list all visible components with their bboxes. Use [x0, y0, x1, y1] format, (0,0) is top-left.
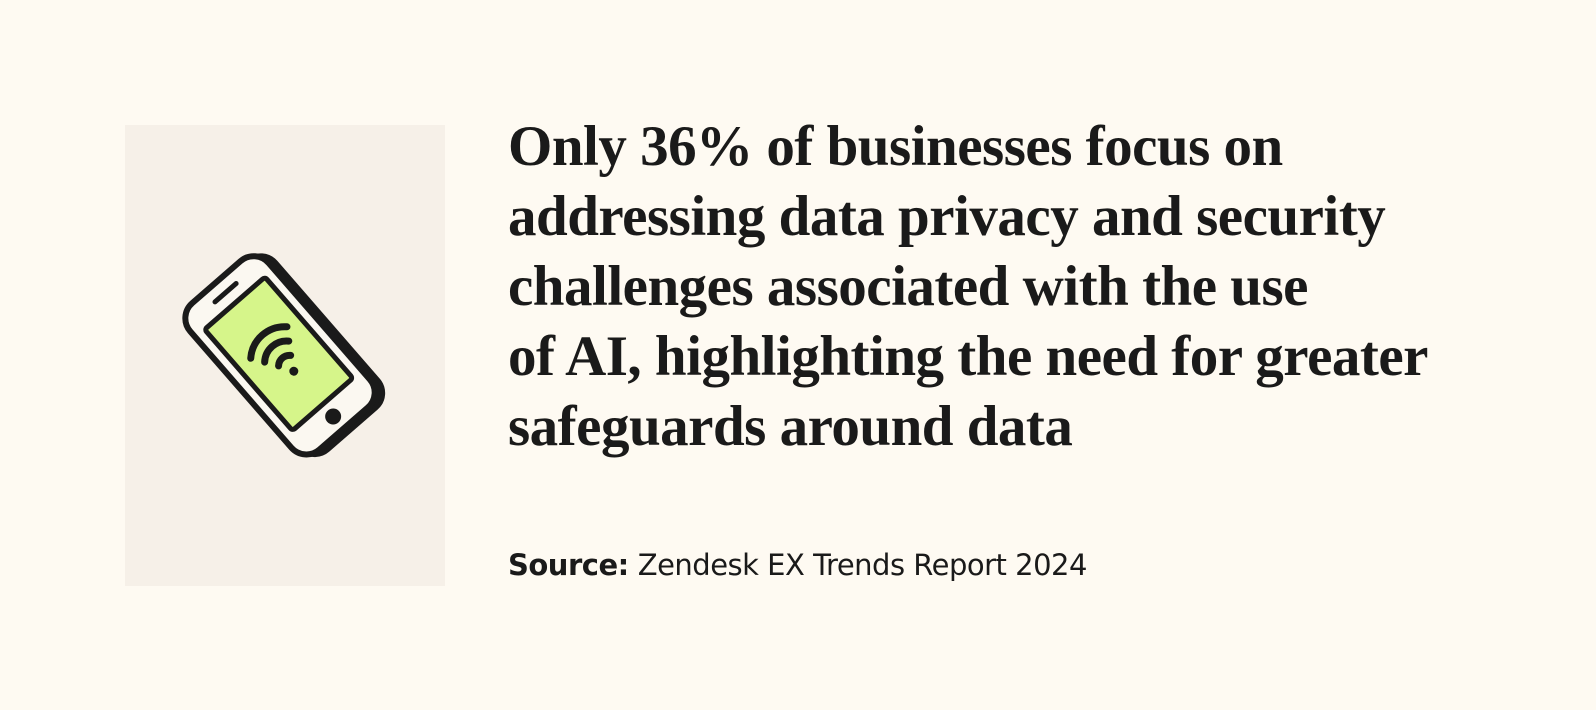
heading: Only 36% of businesses focus on addressin…	[508, 112, 1428, 462]
phone-illustration	[182, 253, 386, 458]
illustration-panel	[125, 125, 445, 586]
source-text: Zendesk EX Trends Report 2024	[637, 548, 1088, 582]
heading-line: of AI, highlighting the need for greater	[508, 325, 1428, 388]
heading-line: safeguards around data	[508, 395, 1073, 458]
heading-line: Only 36% of businesses focus on	[508, 115, 1283, 178]
heading-line: addressing data privacy and security	[508, 185, 1386, 248]
source-label: Source:	[508, 548, 629, 582]
heading-line: challenges associated with the use	[508, 255, 1308, 318]
source: Source: Zendesk EX Trends Report 2024	[508, 548, 1087, 582]
